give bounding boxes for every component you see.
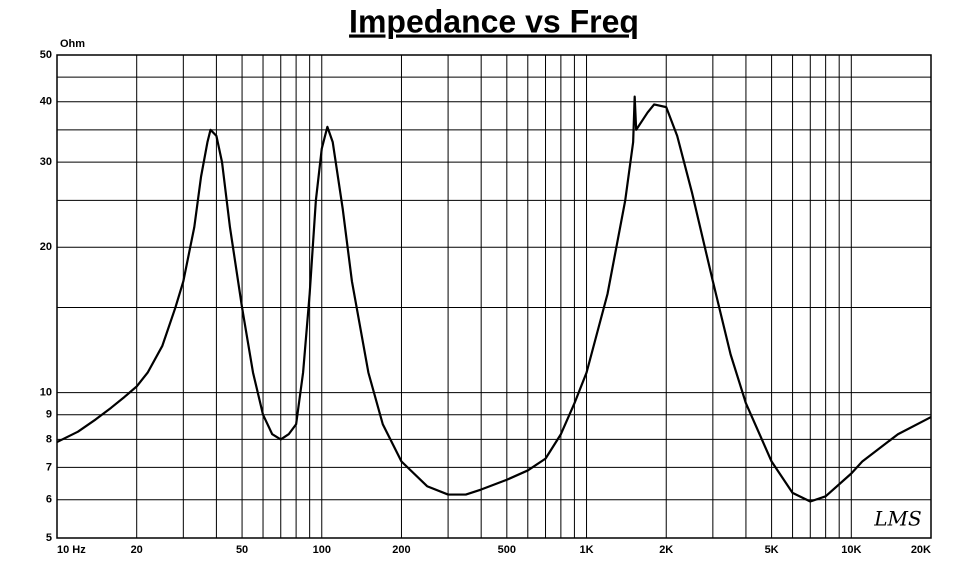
impedance-curve: [56, 95, 932, 503]
y-tick-label: 30: [40, 156, 52, 168]
y-tick-label: 50: [40, 49, 52, 61]
y-tick-label: 6: [46, 494, 52, 506]
y-tick-label: 8: [46, 433, 52, 445]
x-tick-label: 50: [236, 544, 248, 556]
y-tick-label: 5: [46, 532, 52, 544]
y-tick-label: 10: [40, 387, 52, 399]
x-tick-label: 100: [313, 544, 331, 556]
x-tick-label: 10 Hz: [57, 544, 86, 556]
x-tick-label: 500: [498, 544, 516, 556]
y-unit: Ohm: [60, 38, 85, 50]
watermark: LMS: [873, 507, 921, 531]
x-tick-label: 1K: [580, 544, 594, 556]
x-tick-label: 20: [131, 544, 143, 556]
x-tick-label: 2K: [659, 544, 673, 556]
x-tick-label: 20K: [911, 544, 931, 556]
y-tick-label: 20: [40, 241, 52, 253]
chart-title: Impedance vs Freq: [349, 3, 639, 39]
x-tick-label: 10K: [841, 544, 861, 556]
x-tick-label: 5K: [765, 544, 779, 556]
y-tick-label: 7: [46, 461, 52, 473]
y-tick-label: 9: [46, 409, 52, 421]
x-tick-label: 200: [392, 544, 410, 556]
plot-frame: [56, 54, 932, 539]
y-tick-label: 40: [40, 96, 52, 108]
